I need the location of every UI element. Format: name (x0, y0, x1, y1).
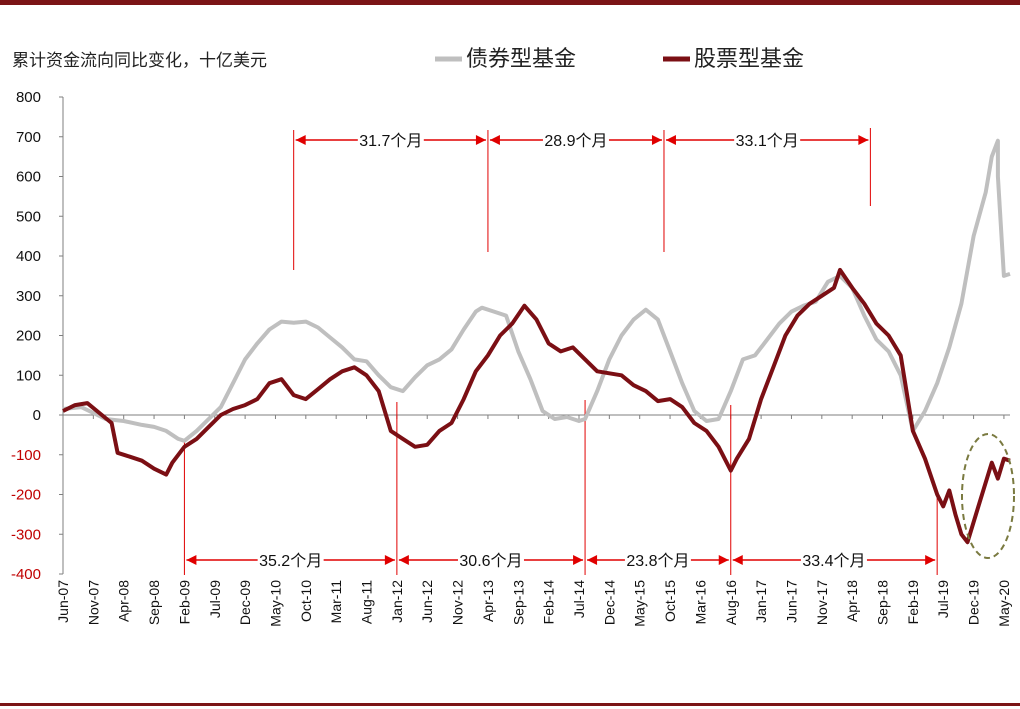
cycle-arrow-head-right (651, 135, 662, 145)
x-tick-label: Nov-07 (85, 580, 101, 625)
x-tick-label: Dec-09 (237, 580, 253, 625)
y-tick-label: 400 (16, 248, 41, 265)
x-tick-label: Jun-12 (419, 580, 435, 623)
x-tick-label: Feb-19 (905, 580, 921, 625)
x-axis-ticks: Jun-07 Nov-07 Apr-08 Sep-08 Feb-09 Jul-09 Dec-… (55, 415, 1012, 627)
y-tick-label: -200 (11, 487, 41, 504)
x-tick-label: Aug-16 (723, 580, 739, 625)
cycle-arrow-head-left (489, 135, 500, 145)
top-border (0, 0, 1020, 5)
cycle-arrow-head-right (718, 555, 729, 565)
y-tick-label: 800 (16, 89, 41, 106)
x-tick-label: Jul-09 (207, 580, 223, 618)
cycle-label-bg (800, 549, 867, 571)
x-tick-label: Jan-17 (753, 580, 769, 623)
series-lines (62, 138, 1011, 545)
cycle-arrow-head-left (295, 135, 306, 145)
x-tick-label: May-10 (267, 580, 283, 627)
cycle-label: 35.2个月 (259, 552, 322, 570)
cycle-arrow-head-right (475, 135, 486, 145)
cycle-arrow-head-right (384, 555, 395, 565)
x-tick-label: Aug-11 (359, 580, 375, 624)
y-tick-label: 700 (16, 129, 41, 146)
x-tick-label: Mar-16 (692, 580, 708, 625)
cycle-label-bg (624, 549, 691, 571)
x-tick-label: Jul-14 (571, 580, 587, 618)
x-tick-label: Oct-15 (662, 580, 678, 622)
x-tick-label: Feb-09 (176, 580, 192, 625)
y-tick-label: -300 (11, 526, 41, 543)
y-tick-label: -400 (11, 566, 41, 583)
cycle-label-bg (542, 129, 609, 151)
x-tick-label: Apr-08 (116, 580, 132, 622)
cycle-label: 33.1个月 (736, 132, 799, 150)
x-tick-label: May-20 (996, 580, 1012, 627)
cycle-label-bg (257, 549, 324, 571)
y-axis-label: 累计资金流向同比变化，十亿美元 (12, 51, 267, 71)
cycle-label-bg (357, 129, 424, 151)
y-tick-label: 500 (16, 208, 41, 225)
y-tick-label: 0 (33, 407, 41, 424)
x-tick-label: Sep-08 (146, 580, 162, 625)
cycle-annotations: 31.7个月 28.9个月 33.1个月 35.2个月 30.6个月 23.8个月 33.4… (183, 128, 938, 575)
legend-label-bond: 债券型基金 (466, 47, 576, 72)
x-tick-label: Apr-18 (844, 580, 860, 622)
x-tick-label: Jun-17 (783, 580, 799, 623)
cycle-label: 33.4个月 (802, 552, 865, 570)
y-tick-label: 300 (16, 288, 41, 305)
cycle-label: 28.9个月 (544, 132, 607, 150)
x-tick-label: Jun-07 (55, 580, 71, 623)
y-tick-label: 100 (16, 367, 41, 384)
cycle-arrow-head-right (573, 555, 584, 565)
legend-label-equity: 股票型基金 (694, 47, 804, 72)
cycle-label-bg (457, 549, 524, 571)
legend: 债券型基金 股票型基金 (435, 47, 804, 72)
y-axis-ticks: 800 700 600 500 400 300 200 100 0 -100 -200 -300 -40… (11, 89, 63, 583)
cycle-arrow-head-left (732, 555, 743, 565)
y-tick-label: -100 (11, 447, 41, 464)
x-tick-label: May-15 (632, 580, 648, 627)
x-tick-label: Dec-19 (966, 580, 982, 625)
cycle-arrow-head-left (587, 555, 598, 565)
y-tick-label: 200 (16, 328, 41, 345)
x-tick-label: Nov-12 (450, 580, 466, 625)
cycle-arrow-head-left (398, 555, 409, 565)
cycle-arrow-head-left (186, 555, 197, 565)
x-tick-label: Apr-13 (480, 580, 496, 622)
x-tick-label: Dec-14 (601, 580, 617, 625)
cycle-label: 31.7个月 (359, 132, 422, 150)
x-tick-label: Sep-18 (875, 580, 891, 625)
x-tick-label: Nov-17 (814, 580, 830, 625)
x-tick-label: Feb-14 (541, 580, 557, 625)
cycle-arrow-head-right (858, 135, 869, 145)
y-tick-label: 600 (16, 169, 41, 186)
x-tick-label: Jan-12 (389, 580, 405, 623)
cycle-label-bg (734, 129, 801, 151)
highlight-ellipse (961, 433, 1015, 559)
x-tick-label: Jul-19 (935, 580, 951, 618)
cycle-label: 30.6个月 (459, 552, 522, 570)
axes (62, 97, 1010, 574)
cycle-arrow-head-right (925, 555, 936, 565)
x-tick-label: Mar-11 (328, 580, 344, 624)
x-tick-label: Oct-10 (298, 580, 314, 622)
cycle-arrow-head-left (665, 135, 676, 145)
x-tick-label: Sep-13 (510, 580, 526, 625)
bottom-border (0, 703, 1020, 706)
bond-fund-line (62, 138, 1011, 443)
cycle-label: 23.8个月 (626, 552, 689, 570)
equity-fund-line (62, 267, 1011, 545)
